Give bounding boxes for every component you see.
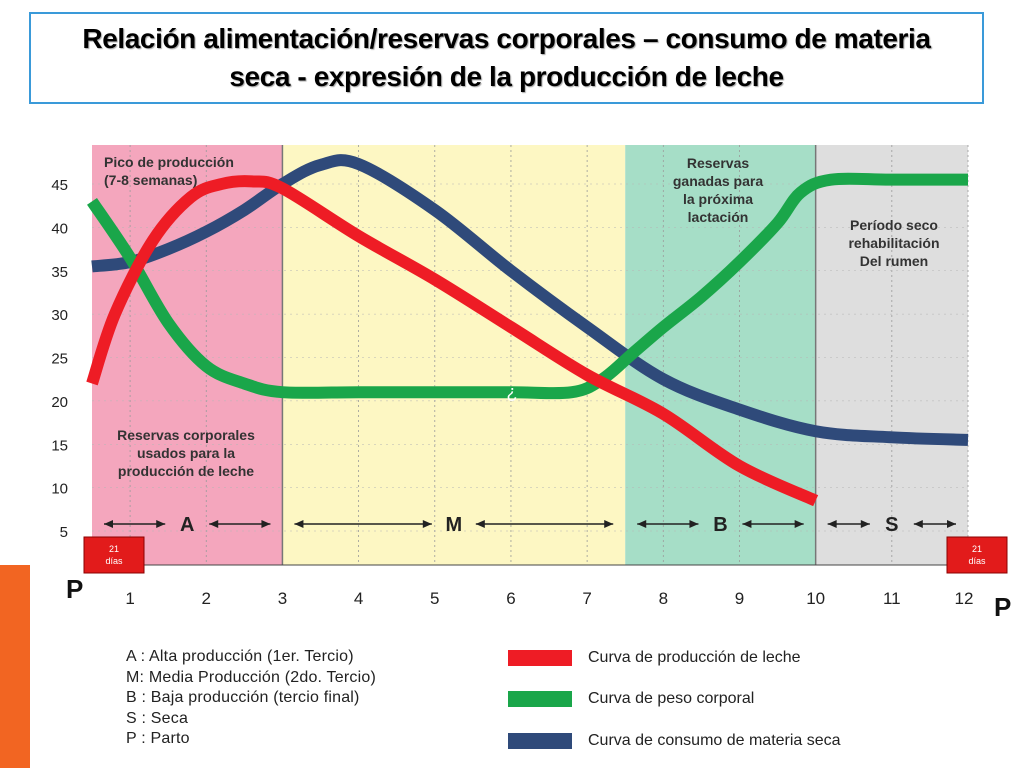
arrow-head-left [209,520,219,528]
band-letter-m: M [445,514,462,536]
note-dry-period-line: Del rumen [860,253,928,269]
arrow-head-left [827,520,837,528]
note-dry-period-line: rehabilitación [848,235,939,251]
calving-label-left: P [66,574,83,604]
y-tick-label: 10 [51,481,68,498]
arrow-head-right [261,520,271,528]
y-tick-label: 45 [51,177,68,194]
y-tick-label: 15 [51,437,68,454]
chart-notes: Pico de producción (7-8 semanas) Reservas … [104,154,940,479]
arrow-head-left [637,520,647,528]
x-tick-label: 5 [430,589,439,608]
day-box-left-value: 21 [109,544,119,554]
arrow-head-right [689,520,699,528]
milk-production-curve [86,175,819,507]
band-m [282,145,626,565]
arrow-head-left [475,520,485,528]
x-tick-label: 6 [506,589,515,608]
note-dry-period: Período seco rehabilitación Del rumen [848,217,939,269]
note-peak-line: (7-8 semanas) [104,172,197,188]
note-reserves-gained-line: Reservas [687,155,749,171]
x-tick-label: 2 [202,589,211,608]
y-tick-label: 25 [51,351,68,368]
y-tick-label: 30 [51,307,68,324]
x-tick-label: 11 [883,589,901,608]
arrow-head-right [860,520,870,528]
note-reserves-gained-line: la próxima [683,191,753,207]
arrow-head-right [947,520,956,528]
chart-series: ¿ [86,154,969,507]
chart-grid [92,145,969,565]
note-dry-period-line: Período seco [850,217,938,233]
x-tick-label: 3 [278,589,287,608]
body-weight-curve [87,172,968,400]
x-tick-label: 1 [125,589,134,608]
note-reserves-used-line: Reservas corporales [117,427,255,443]
note-reserves-used: Reservas corporales usados para la producc… [117,427,255,479]
x-tick-label: 10 [806,589,825,608]
x-tick-label: 4 [354,589,363,608]
y-tick-label: 5 [60,524,68,541]
arrow-head-left [742,520,752,528]
chart-bands [92,145,968,565]
x-tick-label: 8 [659,589,668,608]
arrow-head-right [422,520,432,528]
y-tick-label: 35 [51,264,68,281]
arrow-head-left [913,520,923,528]
note-reserves-gained-line: lactación [688,209,749,225]
day-box-left-unit: días [105,556,123,566]
day-box-right [946,536,1008,574]
note-reserves-used-line: usados para la [137,445,235,461]
y-tick-label: 40 [51,220,68,237]
curve-annotation: ¿ [507,382,518,402]
arrow-head-right [156,520,166,528]
x-tick-label: 12 [955,589,974,608]
day-box-right-unit: días [968,556,986,566]
title-box: Relación alimentación/reservas corporale… [29,12,984,104]
note-reserves-used-line: producción de leche [118,463,254,479]
note-reserves-gained-line: ganadas para [673,173,763,189]
band-letter-b: B [713,514,727,536]
band-letter-s: S [885,514,898,536]
dry-matter-intake-curve [91,154,969,446]
y-tick-label: 20 [51,394,68,411]
accent-bar [0,565,30,768]
note-peak: Pico de producción (7-8 semanas) [104,154,234,188]
day-box-left [83,536,145,574]
arrow-head-left [294,520,304,528]
band-letter-a: A [180,514,194,536]
x-tick-label: 7 [582,589,591,608]
note-reserves-gained: Reservas ganadas para la próxima lactación [673,155,763,225]
note-peak-line: Pico de producción [104,154,234,170]
day-box-right-value: 21 [972,544,982,554]
arrow-head-left [104,520,113,528]
arrow-head-right [794,520,804,528]
arrow-head-right [604,520,614,528]
page-title: Relación alimentación/reservas corporale… [82,23,931,92]
calving-label-right: P [994,592,1011,622]
x-tick-label: 9 [735,589,744,608]
